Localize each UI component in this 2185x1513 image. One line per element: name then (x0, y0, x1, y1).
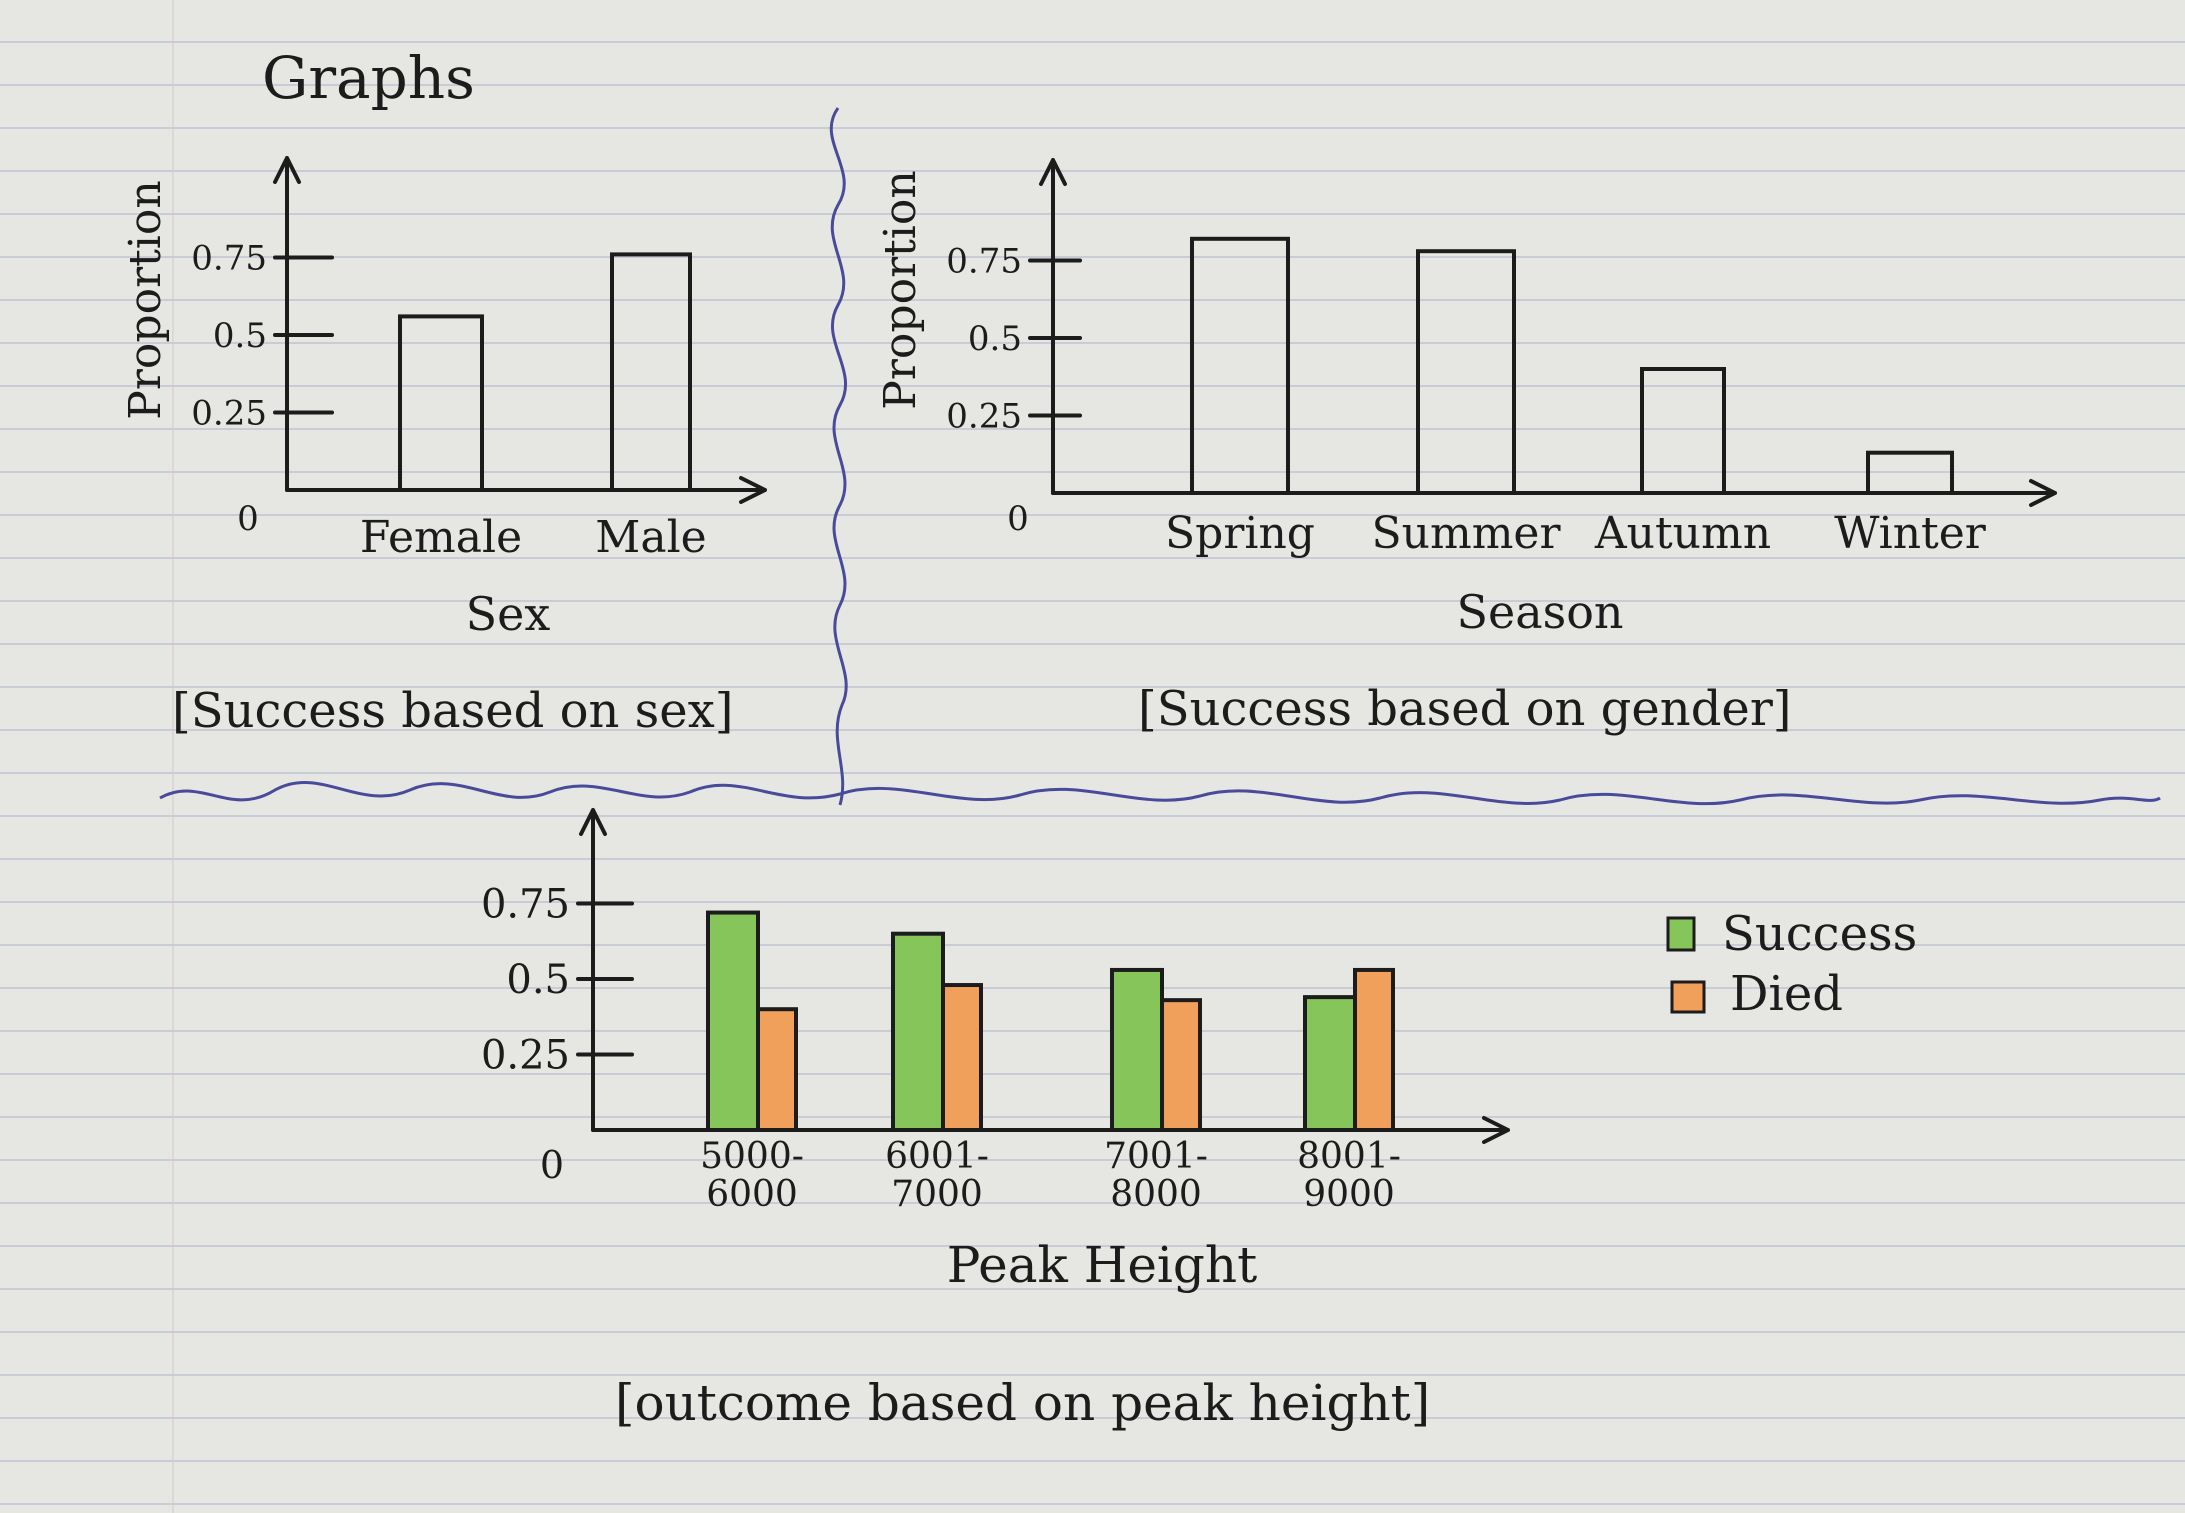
chart2-bar-autumn (1640, 367, 1726, 495)
chart2-category-label: Autumn (1594, 508, 1771, 559)
chart3-category-label: 6000 (706, 1174, 798, 1215)
chart3-bar-success (706, 910, 760, 1132)
chart1-y-axis-label: Proportion (120, 180, 171, 419)
chart-outcome-by-peak-height: 0 Peak Height [outcome based on peak hei… (481, 808, 1917, 1432)
chart3-category-label: 9000 (1303, 1174, 1395, 1215)
chart2-y-tick-label: 0.25 (946, 396, 1022, 436)
chart3-y-tick-label: 0.5 (506, 957, 570, 1003)
chart1-caption: [Success based on sex] (172, 683, 734, 739)
chart3-y-axis (579, 808, 607, 1132)
chart2-category-label: Summer (1372, 508, 1562, 559)
chart2-y-tick-label: 0.5 (968, 319, 1022, 359)
chart2-x-axis-label: Season (1456, 585, 1623, 639)
legend-label-died: Died (1730, 966, 1843, 1022)
chart3-bar-success (1303, 995, 1357, 1132)
chart2-category-label: Spring (1165, 508, 1315, 559)
chart-success-by-sex: Proportion 0 Sex [Success based on sex] … (120, 156, 767, 739)
chart2-y-axis-label: Proportion (875, 170, 926, 409)
chart3-x-axis-label: Peak Height (947, 1236, 1257, 1294)
chart2-y-tick-label: 0.75 (946, 241, 1022, 281)
chart2-bar-spring (1190, 236, 1290, 495)
chart3-bar-died (1160, 998, 1202, 1133)
chart1-y-tick-label: 0.25 (191, 393, 267, 433)
chart3-y-tick-label: 0.75 (481, 882, 570, 928)
chart1-bar-male (610, 252, 692, 492)
chart3-category-label: 7000 (891, 1174, 983, 1215)
chart1-x-axis (285, 476, 767, 504)
page-title: Graphs (262, 44, 475, 112)
chart1-x-axis-label: Sex (466, 587, 551, 641)
chart3-origin-label: 0 (540, 1143, 564, 1187)
chart3-category-label: 8000 (1110, 1174, 1202, 1215)
horizontal-divider-line (159, 780, 2161, 806)
chart1-category-label: Female (360, 512, 522, 563)
chart3-category-label: 5000- (700, 1136, 804, 1177)
chart3-category-label: 8001- (1297, 1136, 1401, 1177)
notebook-margin-line (172, 0, 174, 1513)
chart3-legend: Success Died (1666, 906, 1917, 1022)
chart1-y-axis (273, 156, 301, 492)
chart1-category-label: Male (595, 512, 706, 563)
legend-swatch-died (1670, 980, 1706, 1014)
chart3-y-tick-label: 0.25 (481, 1033, 570, 1079)
vertical-divider-line (829, 107, 848, 806)
legend-label-success: Success (1722, 906, 1917, 962)
chart1-bar-female (398, 314, 484, 492)
legend-swatch-success (1666, 916, 1696, 952)
chart3-caption: [outcome based on peak height] (615, 1374, 1430, 1432)
chart1-origin-label: 0 (237, 499, 259, 539)
chart3-bar-died (941, 983, 983, 1132)
chart3-bar-success (891, 931, 945, 1133)
chart3-bar-success (1110, 967, 1164, 1132)
chart1-y-tick-label: 0.75 (191, 238, 267, 278)
chart2-bar-winter (1866, 450, 1954, 496)
chart2-bar-summer (1416, 249, 1516, 495)
chart3-bar-died (756, 1007, 798, 1133)
chart2-origin-label: 0 (1007, 499, 1029, 539)
chart3-category-label: 6001- (885, 1136, 989, 1177)
chart-success-by-season: Proportion 0 Season [Success based on ge… (875, 158, 2057, 737)
chart2-y-axis (1039, 158, 1067, 495)
chart2-caption: [Success based on gender] (1138, 681, 1792, 737)
chart3-bar-died (1353, 967, 1395, 1132)
chart3-category-label: 7001- (1104, 1136, 1208, 1177)
chart2-category-label: Winter (1834, 508, 1987, 559)
chart1-y-tick-label: 0.5 (213, 316, 267, 356)
